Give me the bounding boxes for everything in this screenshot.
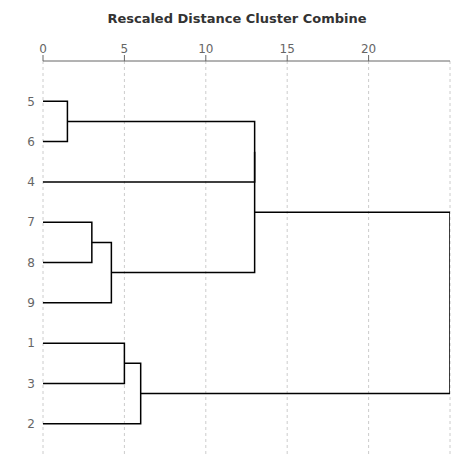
svg-text:3: 3 xyxy=(27,377,35,391)
svg-text:8: 8 xyxy=(27,256,35,270)
svg-text:6: 6 xyxy=(27,135,35,149)
svg-text:20: 20 xyxy=(361,42,376,56)
svg-text:2: 2 xyxy=(27,417,35,431)
svg-text:9: 9 xyxy=(27,296,35,310)
svg-text:15: 15 xyxy=(280,42,295,56)
html-text:Rescaled Distance Cluster Comb: Rescaled Distance Cluster Combine xyxy=(107,11,367,26)
svg-text:10: 10 xyxy=(198,42,213,56)
svg-text:5: 5 xyxy=(121,42,129,56)
svg-text:5: 5 xyxy=(27,95,35,109)
svg-text:0: 0 xyxy=(39,42,47,56)
svg-text:4: 4 xyxy=(27,175,35,189)
svg-text:7: 7 xyxy=(27,215,35,229)
svg-text:1: 1 xyxy=(27,336,35,350)
